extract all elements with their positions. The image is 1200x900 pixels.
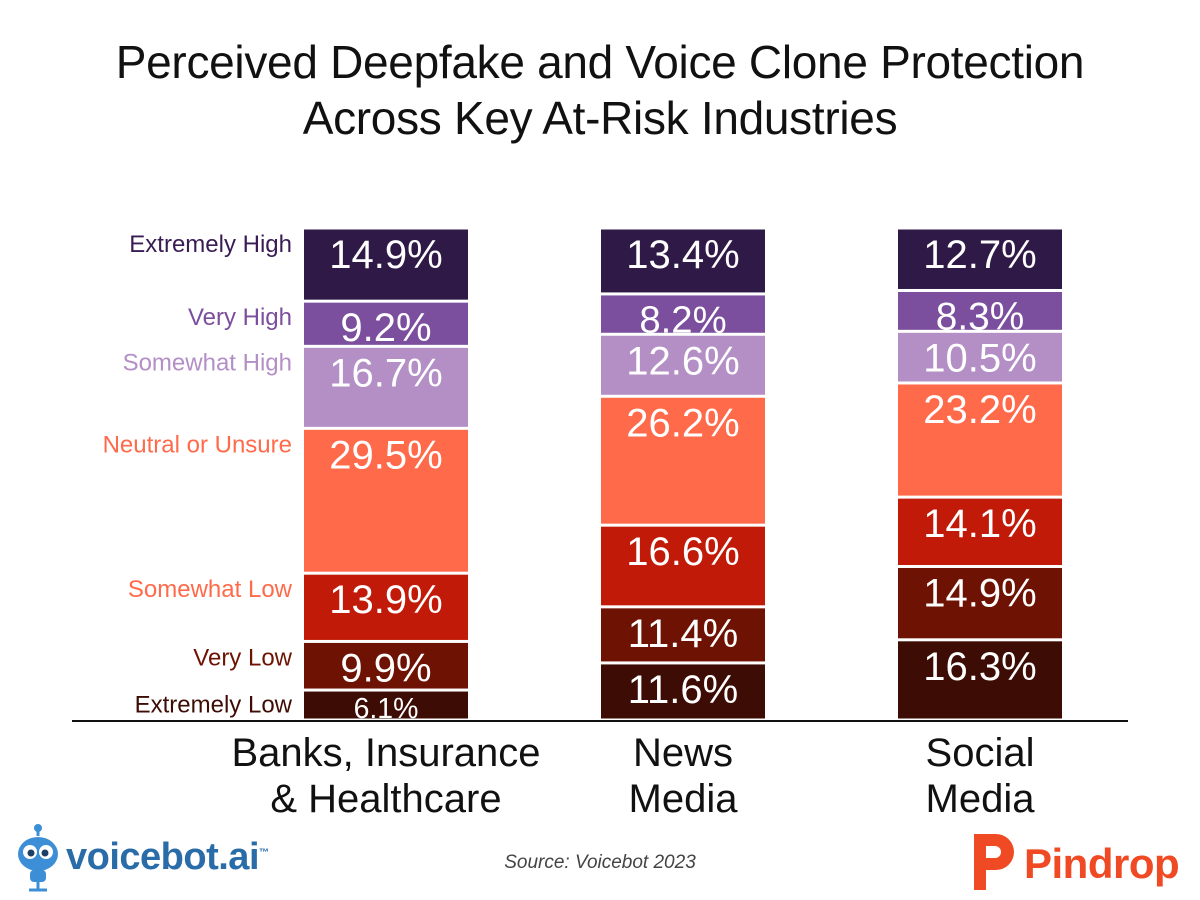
data-label: 13.9% (329, 578, 442, 622)
data-label: 14.9% (923, 571, 1036, 615)
pindrop-wordmark: Pindrop (1024, 840, 1180, 887)
data-label: 9.2% (340, 306, 431, 350)
bar-segment (601, 526, 765, 606)
data-label: 14.9% (329, 233, 442, 277)
category-label: Media (926, 777, 1036, 821)
bar-segment (304, 302, 468, 345)
bar-segment (304, 347, 468, 427)
data-label: 14.1% (923, 502, 1036, 546)
bar-segment (304, 642, 468, 689)
data-label: 29.5% (329, 433, 442, 477)
data-label: 26.2% (626, 401, 739, 445)
bar-segment (601, 229, 765, 293)
pindrop-mark-icon (974, 834, 1014, 890)
legend-label: Extremely Low (135, 692, 293, 719)
bar-segment (898, 229, 1062, 289)
bar-segment (601, 335, 765, 395)
bar-segment (898, 332, 1062, 382)
data-label: 10.5% (923, 336, 1036, 380)
legend-label: Somewhat Low (128, 576, 293, 603)
data-label: 12.7% (923, 233, 1036, 277)
data-label: 23.2% (923, 388, 1036, 432)
legend-label: Very High (188, 304, 292, 331)
title-line-2: Across Key At-Risk Industries (302, 92, 898, 144)
data-label: 9.9% (340, 646, 431, 690)
category-label: Media (629, 777, 739, 821)
bar-segment (898, 567, 1062, 639)
voicebot-logo: voicebot.ai™ (14, 824, 269, 894)
category-label: News (633, 731, 733, 775)
title-line-1: Perceived Deepfake and Voice Clone Prote… (115, 36, 1085, 88)
data-label: 11.6% (628, 668, 738, 712)
bar-segment (898, 291, 1062, 330)
category-label: Social (926, 731, 1035, 775)
bar-segment (898, 384, 1062, 496)
legend-label: Neutral or Unsure (103, 431, 292, 458)
source-note: Source: Voicebot 2023 (504, 852, 696, 873)
data-label: 16.6% (626, 530, 739, 574)
data-label: 13.4% (626, 233, 739, 277)
bar-segment (601, 608, 765, 662)
data-label: 16.7% (329, 351, 442, 395)
legend-label: Extremely High (129, 231, 292, 258)
bar-segment (304, 229, 468, 300)
bar-segment (304, 429, 468, 572)
data-label: 16.3% (923, 645, 1036, 689)
data-label: 8.2% (639, 298, 726, 341)
bar-segment (898, 641, 1062, 719)
bar-segment (601, 397, 765, 524)
legend-label: Somewhat High (123, 349, 292, 376)
bar-segment (304, 574, 468, 640)
voicebot-wordmark: voicebot.ai™ (66, 836, 269, 878)
bar-segment (898, 498, 1062, 565)
data-label: 11.4% (628, 612, 738, 656)
data-label: 8.3% (936, 295, 1024, 338)
bar-segment (304, 691, 468, 719)
pindrop-logo: Pindrop (966, 828, 1191, 894)
chart-title: Perceived Deepfake and Voice Clone Prote… (0, 34, 1200, 146)
data-label: 12.6% (626, 339, 739, 383)
legend-label: Very Low (193, 644, 292, 671)
category-label: & Healthcare (270, 777, 501, 821)
category-label: Banks, Insurance (231, 731, 540, 775)
bar-segment (601, 295, 765, 333)
bar-segment (601, 664, 765, 719)
robot-mascot-icon (18, 824, 58, 892)
data-label: 6.1% (354, 693, 419, 725)
